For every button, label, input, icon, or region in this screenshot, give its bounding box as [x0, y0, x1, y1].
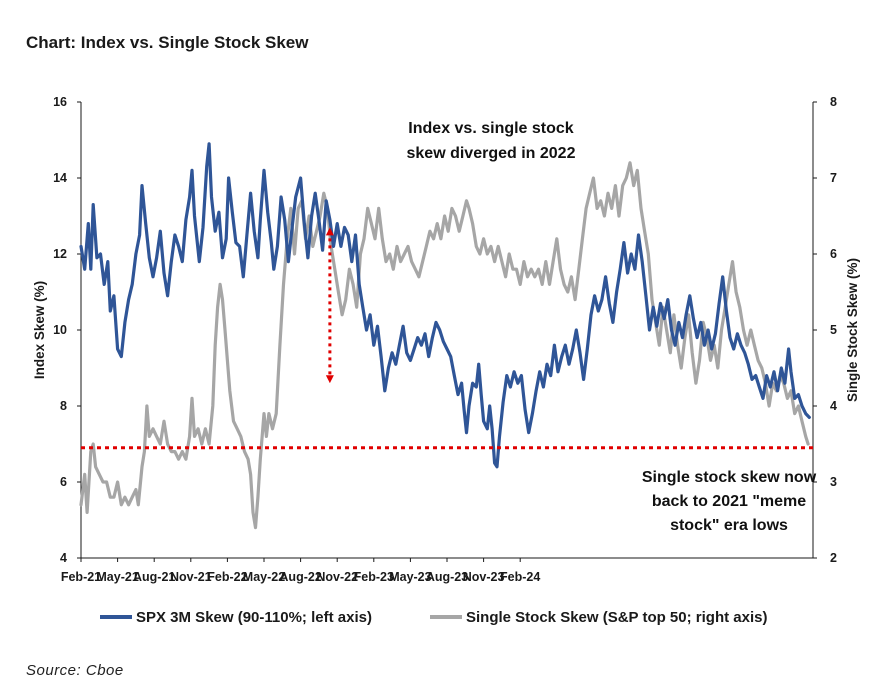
x-tick-label: Aug-21 — [133, 570, 175, 584]
y-left-tick-label: 4 — [60, 551, 67, 565]
x-tick-label: Nov-22 — [316, 570, 358, 584]
y-left-axis-label: Index Skew (%) — [32, 281, 47, 379]
y-right-tick-label: 8 — [830, 95, 837, 109]
meme-annotation-line-2: back to 2021 "meme — [652, 493, 806, 510]
y-right-tick-label: 3 — [830, 475, 837, 489]
x-tick-label: Nov-23 — [463, 570, 505, 584]
divergence-annotation-line-2: skew diverged in 2022 — [407, 145, 576, 162]
x-tick-label: Aug-23 — [426, 570, 468, 584]
series-line-single-stock-skew — [79, 161, 810, 530]
series-line-spx-skew — [79, 142, 811, 469]
x-tick-label: Nov-21 — [170, 570, 212, 584]
y-right-tick-label: 5 — [830, 323, 837, 337]
x-tick-label: May-21 — [96, 570, 138, 584]
y-left-tick-label: 6 — [60, 475, 67, 489]
y-left-tick-label: 16 — [53, 95, 67, 109]
meme-annotation-line-3: stock" era lows — [670, 517, 788, 534]
y-right-tick-label: 4 — [830, 399, 837, 413]
chart-title: Chart: Index vs. Single Stock Skew — [26, 33, 309, 52]
x-tick-label: Feb-23 — [354, 570, 394, 584]
x-tick-label: Feb-24 — [500, 570, 540, 584]
y-left-tick-label: 12 — [53, 247, 67, 261]
y-left-tick-label: 8 — [60, 399, 67, 413]
x-tick-label: May-23 — [389, 570, 431, 584]
x-tick-label: Feb-22 — [207, 570, 247, 584]
legend-label-single: Single Stock Skew (S&P top 50; right axi… — [466, 609, 767, 626]
legend-label-index: SPX 3M Skew (90-110%; left axis) — [136, 609, 372, 626]
x-tick-label: May-22 — [243, 570, 285, 584]
y-left-tick-label: 14 — [53, 171, 67, 185]
y-right-tick-label: 2 — [830, 551, 837, 565]
x-tick-label: Feb-21 — [61, 570, 101, 584]
y-right-tick-label: 7 — [830, 171, 837, 185]
divergence-annotation-line-1: Index vs. single stock — [408, 120, 574, 137]
legend: SPX 3M Skew (90-110%; left axis) Single … — [100, 609, 767, 626]
x-tick-label: Aug-22 — [279, 570, 321, 584]
y-right-tick-label: 6 — [830, 247, 837, 261]
y-left-tick-label: 10 — [53, 323, 67, 337]
source-note: Source: Cboe — [26, 662, 124, 679]
meme-annotation-line-1: Single stock skew now — [642, 469, 817, 486]
y-right-axis-label: Single Stock Skew (%) — [845, 258, 860, 402]
